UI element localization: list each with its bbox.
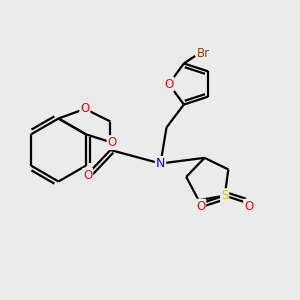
Text: S: S [221,189,228,202]
Text: Br: Br [197,47,210,60]
Text: O: O [83,169,92,182]
Text: O: O [80,102,89,116]
Text: O: O [244,200,253,213]
Text: N: N [156,157,165,170]
Text: O: O [164,77,173,91]
Text: O: O [108,136,117,149]
Text: O: O [196,200,205,213]
